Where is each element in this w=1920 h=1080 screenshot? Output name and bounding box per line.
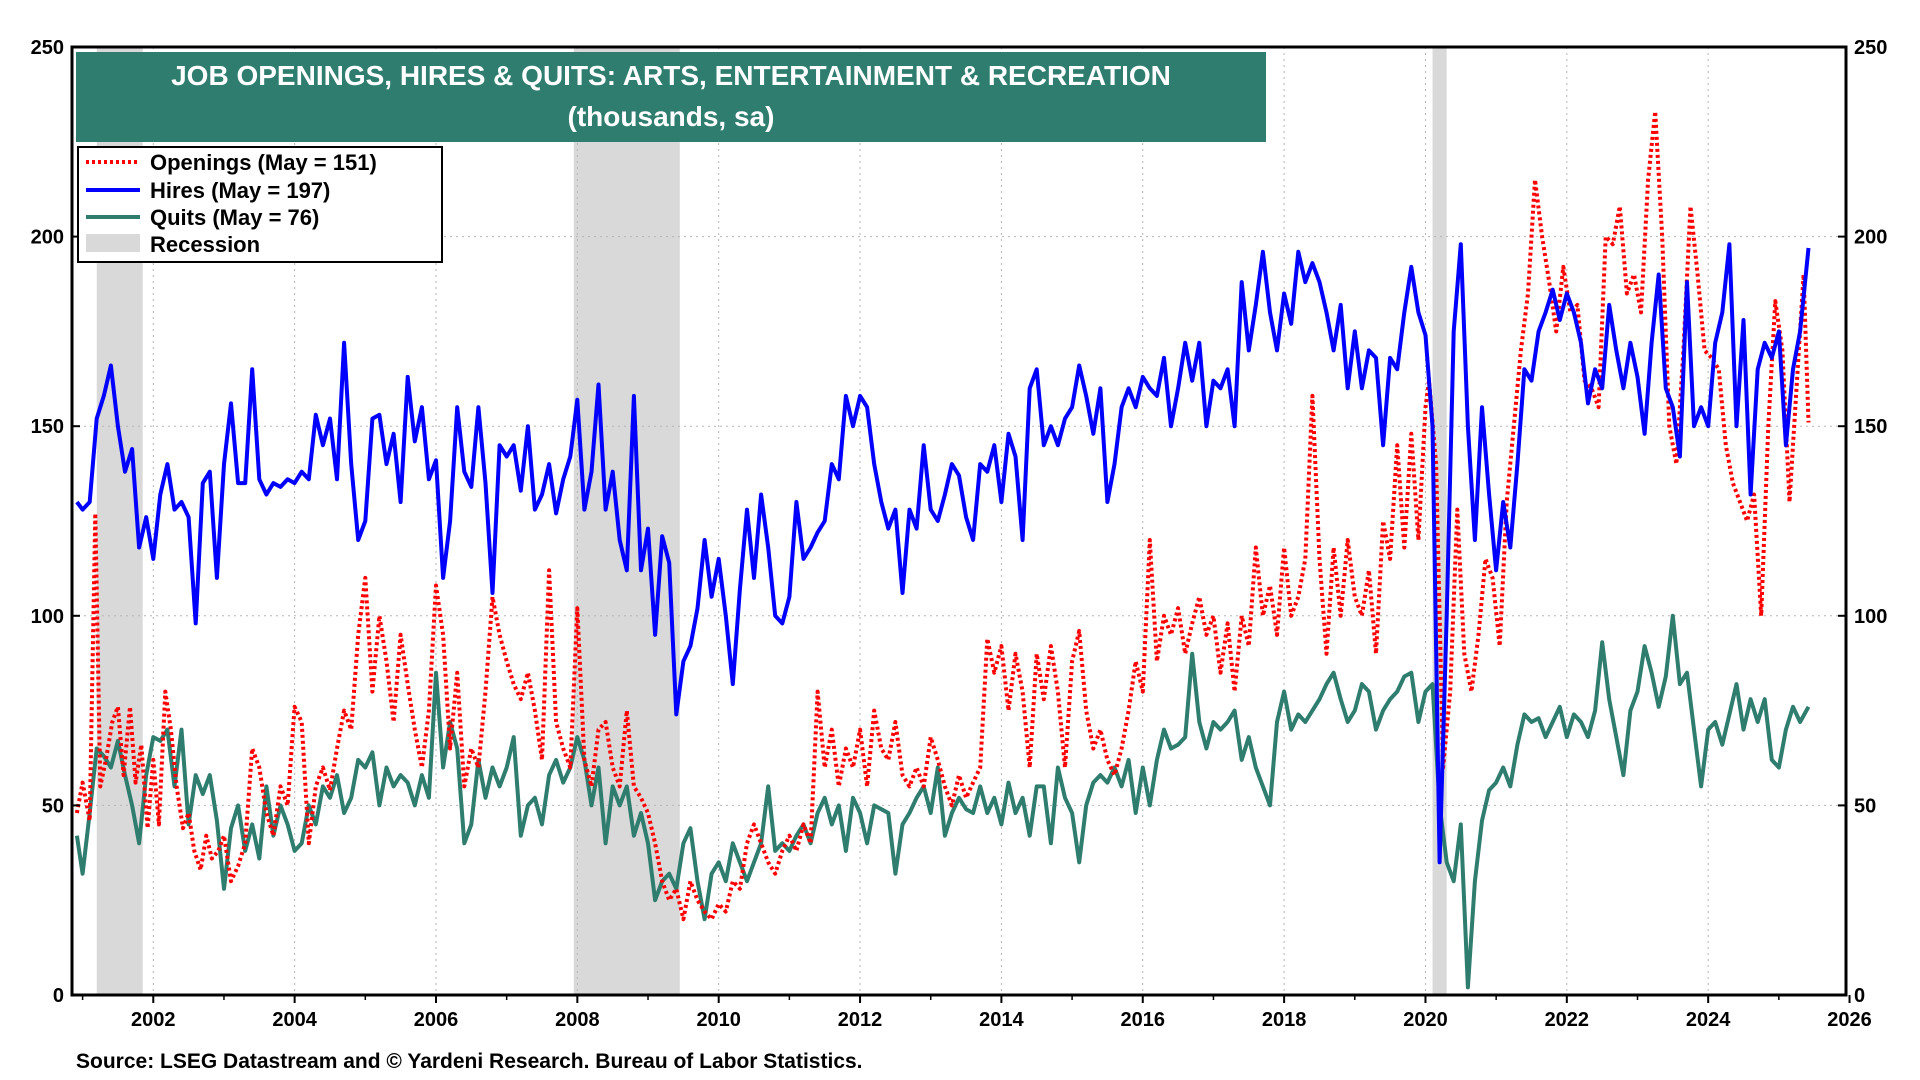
y-tick-label-left-100: 100 xyxy=(31,606,64,628)
x-tick-label-2012: 2012 xyxy=(838,1009,883,1031)
axes: 0 0 50 50 100 100 150 150 200 200 250 250 2002 2004 20… xyxy=(31,37,1888,1031)
legend-swatch-recession xyxy=(86,234,140,252)
legend: Openings (May = 151) Hires (May = 197) Q… xyxy=(77,146,443,263)
y-tick-label-left-150: 150 xyxy=(31,416,64,438)
y-tick-label-left-250: 250 xyxy=(31,37,64,59)
chart-title: JOB OPENINGS, HIRES & QUITS: ARTS, ENTER… xyxy=(171,60,1171,91)
x-tick-label-2010: 2010 xyxy=(696,1009,741,1031)
y-tick-label-right-50: 50 xyxy=(1854,795,1876,817)
x-tick-label-2016: 2016 xyxy=(1121,1009,1166,1031)
title-box: JOB OPENINGS, HIRES & QUITS: ARTS, ENTER… xyxy=(76,52,1266,142)
x-tick-label-2014: 2014 xyxy=(979,1009,1024,1031)
x-tick-label-2022: 2022 xyxy=(1545,1009,1590,1031)
x-tick-label-2008: 2008 xyxy=(555,1009,600,1031)
title-background xyxy=(76,52,1266,142)
x-tick-label-2002: 2002 xyxy=(131,1009,176,1031)
y-tick-label-left-50: 50 xyxy=(42,795,64,817)
y-tick-label-right-200: 200 xyxy=(1854,227,1887,249)
y-tick-label-left-0: 0 xyxy=(53,985,64,1007)
x-tick-label-2020: 2020 xyxy=(1403,1009,1448,1031)
x-tick-label-2006: 2006 xyxy=(414,1009,459,1031)
legend-label-openings: Openings (May = 151) xyxy=(150,150,377,175)
x-tick-label-2026: 2026 xyxy=(1827,1009,1872,1031)
x-tick-label-2024: 2024 xyxy=(1686,1009,1731,1031)
y-tick-label-right-150: 150 xyxy=(1854,416,1887,438)
series-lines xyxy=(74,109,1811,990)
source-note: Source: LSEG Datastream and © Yardeni Re… xyxy=(76,1050,863,1073)
y-tick-label-right-250: 250 xyxy=(1854,37,1887,59)
legend-label-quits: Quits (May = 76) xyxy=(150,205,319,230)
y-tick-label-right-0: 0 xyxy=(1854,985,1865,1007)
legend-label-recession: Recession xyxy=(150,232,260,257)
series-line-quits xyxy=(74,613,1811,990)
legend-label-hires: Hires (May = 197) xyxy=(150,178,330,203)
y-tick-label-left-200: 200 xyxy=(31,227,64,249)
chart-subtitle: (thousands, sa) xyxy=(568,101,775,132)
series-line-openings xyxy=(74,109,1811,922)
x-tick-label-2018: 2018 xyxy=(1262,1009,1307,1031)
series-line-hires xyxy=(75,242,1811,865)
x-tick-label-2004: 2004 xyxy=(272,1009,317,1031)
y-tick-label-right-100: 100 xyxy=(1854,606,1887,628)
plot-frame xyxy=(70,45,1848,997)
